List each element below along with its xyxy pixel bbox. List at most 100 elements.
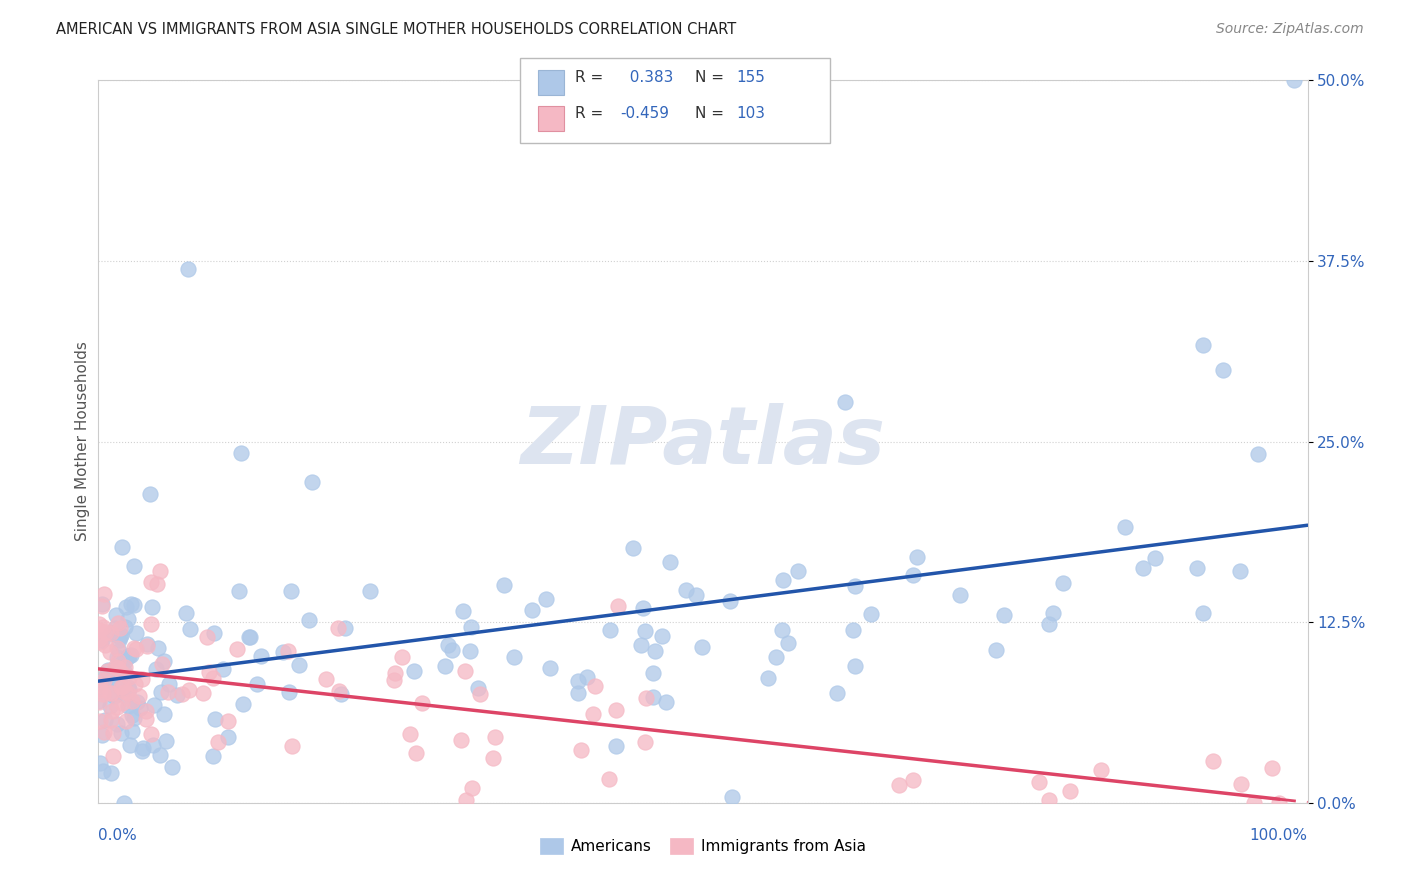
Point xyxy=(675,582,697,597)
Point xyxy=(328,683,350,698)
Point xyxy=(949,588,972,602)
Point xyxy=(634,624,657,639)
Point xyxy=(100,625,122,640)
Text: 103: 103 xyxy=(737,106,766,121)
Point xyxy=(91,728,114,742)
Point xyxy=(135,712,157,726)
Point xyxy=(101,726,124,740)
Point xyxy=(330,687,353,701)
Point xyxy=(1042,606,1064,620)
Point xyxy=(118,681,141,696)
Point xyxy=(89,678,111,692)
Point xyxy=(96,665,118,679)
Point xyxy=(141,574,163,589)
Legend: Americans, Immigrants from Asia: Americans, Immigrants from Asia xyxy=(534,832,872,860)
Point xyxy=(1282,73,1305,87)
Point xyxy=(887,778,910,792)
Text: N =: N = xyxy=(695,70,728,85)
Point xyxy=(135,704,157,718)
Text: 155: 155 xyxy=(737,70,766,85)
Point xyxy=(87,694,110,708)
Point xyxy=(114,685,136,699)
Point xyxy=(125,626,148,640)
Point xyxy=(145,662,167,676)
Point xyxy=(124,559,146,574)
Point xyxy=(538,661,561,675)
Point xyxy=(148,641,170,656)
Point xyxy=(100,766,122,780)
Point xyxy=(156,684,179,698)
Point xyxy=(110,696,132,710)
Point xyxy=(776,636,799,650)
Point xyxy=(605,739,627,754)
Point xyxy=(195,630,218,644)
Point xyxy=(105,650,128,665)
Point xyxy=(94,638,117,652)
Text: ZIPatlas: ZIPatlas xyxy=(520,402,886,481)
Point xyxy=(411,696,433,710)
Point xyxy=(128,700,150,714)
Point xyxy=(118,738,141,752)
Point xyxy=(1212,363,1234,377)
Point xyxy=(655,695,678,709)
Point xyxy=(121,723,143,738)
Point xyxy=(231,446,253,460)
Point xyxy=(100,713,122,727)
Point xyxy=(280,584,302,599)
Point xyxy=(105,717,128,731)
Point xyxy=(450,732,472,747)
Point xyxy=(105,688,128,702)
Point xyxy=(110,630,132,644)
Point xyxy=(122,641,145,656)
Point xyxy=(1201,754,1223,768)
Point xyxy=(89,635,111,649)
Point xyxy=(1192,338,1215,352)
Point xyxy=(132,740,155,755)
Point xyxy=(94,625,117,640)
Point xyxy=(142,738,165,752)
Point xyxy=(98,686,121,700)
Point xyxy=(1132,561,1154,575)
Point xyxy=(458,644,481,658)
Point xyxy=(120,598,142,612)
Point xyxy=(114,660,136,674)
Point xyxy=(844,659,866,673)
Text: R =: R = xyxy=(575,106,609,121)
Point xyxy=(598,772,620,786)
Point xyxy=(484,730,506,744)
Point xyxy=(765,650,787,665)
Point xyxy=(152,706,174,721)
Point xyxy=(117,686,139,700)
Point xyxy=(621,541,644,555)
Point xyxy=(104,621,127,635)
Point xyxy=(91,632,114,647)
Point xyxy=(567,686,589,700)
Point xyxy=(107,615,129,630)
Point xyxy=(1243,796,1265,810)
Point xyxy=(89,683,111,698)
Point xyxy=(198,665,221,680)
Point xyxy=(98,698,121,713)
Point xyxy=(111,679,134,693)
Point xyxy=(128,689,150,703)
Point xyxy=(117,612,139,626)
Point xyxy=(124,677,146,691)
Point xyxy=(718,594,741,608)
Point xyxy=(246,676,269,690)
Point xyxy=(825,685,848,699)
Point xyxy=(201,671,224,685)
Point xyxy=(108,621,131,635)
Point xyxy=(1230,777,1253,791)
Point xyxy=(238,630,260,644)
Point xyxy=(104,660,127,674)
Point xyxy=(105,640,128,655)
Point xyxy=(772,573,794,587)
Point xyxy=(391,649,413,664)
Point xyxy=(636,690,658,705)
Point xyxy=(298,613,321,627)
Point xyxy=(100,626,122,640)
Point xyxy=(149,564,172,578)
Point xyxy=(993,608,1015,623)
Point xyxy=(451,604,474,618)
Point xyxy=(91,764,114,778)
